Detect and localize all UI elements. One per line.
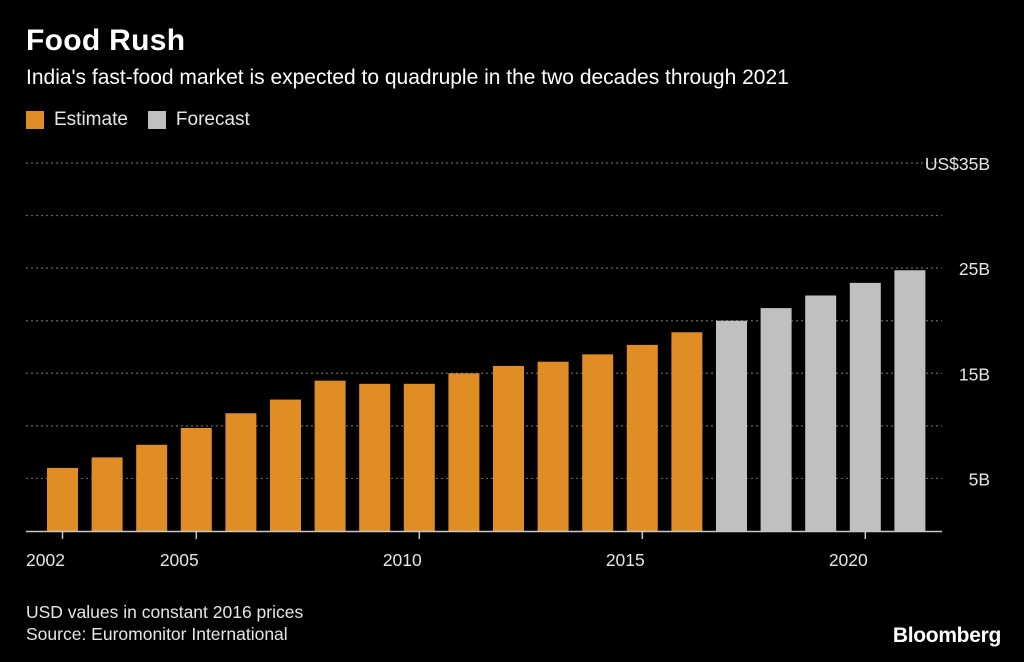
x-tick-label-2010: 2010 (383, 550, 422, 570)
bar-2020 (849, 282, 881, 531)
footnote: USD values in constant 2016 prices Sourc… (26, 601, 303, 645)
footnote-units: USD values in constant 2016 prices (26, 602, 304, 622)
bar-2019 (805, 295, 837, 531)
bar-2002 (47, 467, 78, 531)
bar-2008 (314, 380, 346, 531)
bar-2017 (716, 320, 747, 531)
x-tick-label-2015: 2015 (606, 550, 645, 570)
y-tick-label-5: 5B (969, 469, 990, 489)
y-tick-label-15: 15B (959, 364, 990, 384)
bar-2014 (582, 354, 614, 531)
bar-2010 (403, 383, 435, 531)
legend-item-forecast: Forecast (147, 109, 250, 131)
legend: Estimate Forecast (26, 109, 270, 131)
bar-2016 (671, 332, 703, 531)
chart-subtitle: India's fast-food market is expected to … (26, 66, 789, 89)
legend-label-forecast: Forecast (175, 109, 250, 130)
legend-label-estimate: Estimate (54, 109, 128, 130)
bar-2009 (359, 383, 391, 531)
bar-2015 (626, 344, 658, 531)
x-tick-label-2002: 2002 (26, 550, 65, 570)
y-tick-label-35: US$35B (925, 154, 990, 174)
legend-swatch-estimate (26, 111, 44, 129)
bloomberg-logo: Bloomberg (892, 624, 1001, 647)
bar-2012 (493, 365, 524, 531)
bar-2006 (225, 413, 257, 531)
x-tick-label-2020: 2020 (829, 550, 868, 570)
bar-2021 (894, 270, 926, 531)
bar-2011 (448, 373, 480, 531)
bar-2004 (136, 444, 168, 531)
bar-2007 (270, 399, 301, 531)
legend-swatch-forecast (147, 111, 166, 129)
bar-2005 (180, 427, 212, 531)
bar-2003 (91, 457, 123, 531)
chart-title: Food Rush (26, 24, 186, 57)
bar-2013 (537, 361, 569, 531)
x-tick-label-2005: 2005 (160, 550, 199, 570)
bar-2018 (760, 308, 792, 531)
footnote-source: Source: Euromonitor International (26, 624, 288, 644)
y-tick-label-25: 25B (959, 259, 990, 279)
legend-item-estimate: Estimate (26, 109, 128, 131)
